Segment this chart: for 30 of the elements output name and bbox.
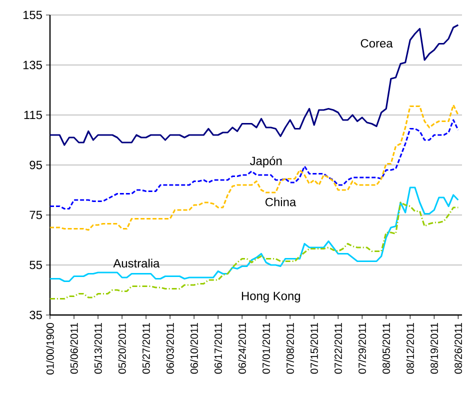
y-tick-label: 35: [30, 310, 42, 320]
x-tick-label: 05/27/2011: [142, 323, 150, 374]
x-tick-label: 08/12/2011: [406, 323, 414, 374]
x-tick-label: 06/10/2011: [190, 323, 198, 374]
x-tick-label: 01/00/1900: [46, 322, 54, 374]
x-tick-label: 05/13/2011: [94, 323, 102, 374]
y-tick-label: 55: [30, 260, 42, 270]
x-tick-label: 07/22/2011: [334, 323, 342, 374]
y-tick-label: 135: [23, 60, 42, 70]
x-tick-label: 07/15/2011: [310, 323, 318, 374]
y-tick-label: 75: [30, 210, 42, 220]
x-tick-label: 08/19/2011: [430, 323, 438, 374]
series-label: Corea: [360, 39, 393, 48]
x-tick-label: 06/24/2011: [238, 323, 246, 374]
x-tick-label: 07/01/2011: [262, 323, 270, 374]
series-label: Hong Kong: [242, 292, 300, 303]
y-tick-label: 155: [23, 10, 42, 20]
x-tick-label: 06/03/2011: [166, 323, 174, 374]
x-tick-label: 05/06/2011: [70, 323, 78, 374]
series-label: China: [265, 198, 296, 206]
x-tick-label: 06/17/2011: [214, 323, 222, 374]
y-tick-label: 115: [24, 110, 42, 120]
x-tick-label: 07/08/2011: [286, 323, 294, 374]
x-tick-label: 08/26/2011: [454, 323, 462, 374]
series-label: Australia: [113, 258, 160, 268]
series-label: Japón: [250, 156, 282, 168]
x-tick-label: 07/29/2011: [358, 323, 366, 374]
x-tick-label: 08/05/2011: [382, 323, 390, 374]
x-tick-label: 05/20/2011: [118, 323, 126, 374]
y-tick-label: 95: [30, 160, 42, 170]
